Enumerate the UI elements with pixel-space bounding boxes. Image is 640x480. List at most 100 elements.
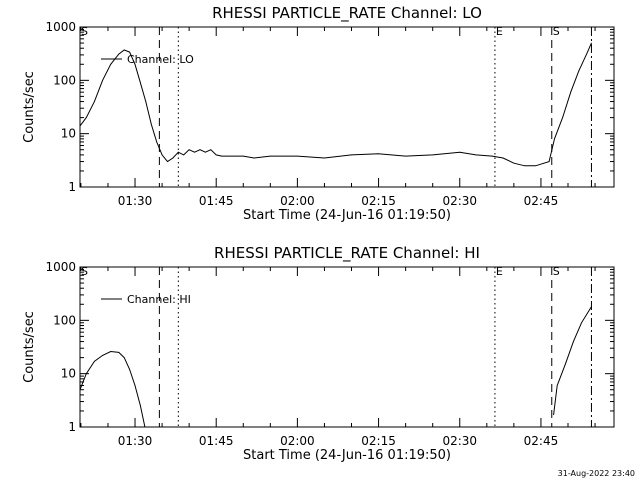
data-point <box>194 151 195 153</box>
data-point <box>94 101 95 102</box>
x-tick-label: 02:45 <box>524 434 559 448</box>
data-point <box>118 53 120 55</box>
chart-hi-channel: RHESSI PARTICLE_RATE Channel: HI 1 10 100 10… <box>22 244 615 463</box>
data-point <box>253 157 255 159</box>
data-point <box>548 161 550 162</box>
data-point <box>405 155 407 157</box>
data-point <box>129 369 131 370</box>
x-tick-label: 02:15 <box>361 194 396 208</box>
data-point <box>123 49 125 51</box>
marker-label: S <box>553 25 560 38</box>
data-point <box>591 306 592 308</box>
data-point <box>524 165 526 167</box>
data-point <box>94 360 95 362</box>
data-point <box>145 101 147 102</box>
x-tick-label: 02:30 <box>442 434 477 448</box>
x-axis-label: Start Time (24-Jun-16 01:19:50) <box>243 208 451 223</box>
data-point <box>210 149 212 151</box>
marker-label: S <box>81 25 88 38</box>
chart-title: RHESSI PARTICLE_RATE Channel: HI <box>214 244 480 263</box>
x-tick-label: 01:30 <box>118 194 153 208</box>
legend-label: Channel: LO <box>127 53 194 66</box>
data-point <box>177 151 179 153</box>
data-point <box>167 161 168 162</box>
data-point <box>269 155 271 157</box>
series-line <box>79 42 592 167</box>
data-point <box>553 414 554 416</box>
data-point <box>581 322 582 324</box>
x-tick-label: 02:15 <box>361 434 396 448</box>
data-point <box>144 426 146 428</box>
data-point <box>459 151 461 153</box>
data-point <box>140 82 141 84</box>
data-point <box>188 149 190 151</box>
y-tick-label: 1 <box>68 180 76 194</box>
data-point <box>513 162 515 164</box>
data-point <box>199 149 201 151</box>
data-point <box>573 341 574 342</box>
data-point <box>491 155 493 157</box>
data-point <box>562 117 563 119</box>
data-point <box>79 125 81 127</box>
data-point <box>204 151 206 153</box>
series-line <box>553 306 592 415</box>
plot-frame <box>79 26 615 188</box>
x-tick-label: 01:45 <box>199 434 234 448</box>
plot-frame <box>79 266 615 428</box>
data-point <box>110 351 112 352</box>
x-tick-label: 01:30 <box>118 434 153 448</box>
chart-title: RHESSI PARTICLE_RATE Channel: LO <box>212 4 482 23</box>
data-point <box>324 157 325 159</box>
y-tick-label: 1000 <box>45 20 76 34</box>
data-point <box>183 154 185 156</box>
y-tick-label: 100 <box>53 73 76 87</box>
footer-timestamp: 31-Aug-2022 23:40 <box>558 469 635 478</box>
data-point <box>570 91 572 93</box>
marker-label: E <box>496 265 503 278</box>
data-point <box>215 154 217 156</box>
data-point <box>140 405 141 407</box>
marker-label: S <box>553 265 560 278</box>
legend-label: Channel: HI <box>127 293 191 306</box>
y-tick-label: 10 <box>61 367 76 381</box>
x-tick-label: 02:30 <box>442 194 477 208</box>
data-point <box>85 373 87 375</box>
data-point <box>129 51 131 53</box>
data-point <box>378 153 379 155</box>
data-point <box>432 154 434 156</box>
data-point <box>85 117 87 119</box>
data-point <box>79 389 81 391</box>
data-point <box>156 141 158 143</box>
y-tick-label: 1000 <box>45 260 76 274</box>
data-point <box>110 63 112 65</box>
y-tick-label: 10 <box>61 127 76 141</box>
data-point <box>556 385 558 386</box>
data-point <box>535 165 536 167</box>
data-point <box>102 355 103 356</box>
data-point <box>118 352 120 353</box>
x-axis-label: Start Time (24-Jun-16 01:19:50) <box>243 448 451 463</box>
y-axis-label: Counts/sec <box>22 71 37 143</box>
data-point <box>351 154 352 156</box>
data-point <box>296 155 298 157</box>
data-point <box>591 42 592 44</box>
data-point <box>586 52 588 54</box>
x-tick-label: 01:45 <box>199 194 234 208</box>
data-point <box>564 363 566 365</box>
x-tick-label: 02:00 <box>280 434 315 448</box>
data-point <box>475 154 477 156</box>
data-point <box>578 70 580 72</box>
marker-label: E <box>496 25 503 38</box>
x-tick-label: 02:00 <box>280 194 315 208</box>
data-point <box>134 385 136 386</box>
data-point <box>123 357 125 359</box>
chart-lo-channel: RHESSI PARTICLE_RATE Channel: LO 1 10 100 10… <box>22 4 615 223</box>
y-axis-label: Counts/sec <box>22 311 37 383</box>
series-line <box>79 350 146 428</box>
y-tick-label: 100 <box>53 313 76 327</box>
data-point <box>554 138 555 140</box>
y-tick-label: 1 <box>68 420 76 434</box>
data-point <box>172 157 174 159</box>
x-tick-label: 02:45 <box>524 194 559 208</box>
